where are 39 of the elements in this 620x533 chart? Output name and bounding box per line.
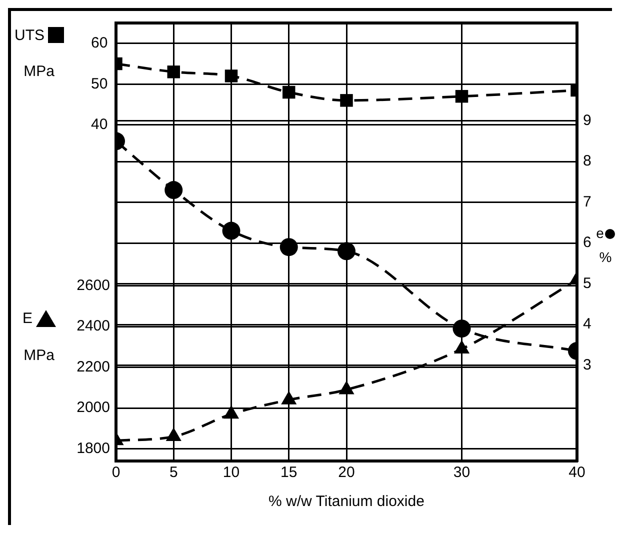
point — [280, 238, 298, 256]
legend-label: E — [22, 310, 32, 328]
point — [340, 94, 353, 107]
point — [224, 70, 238, 82]
y3-axis-title: MPa — [24, 347, 54, 364]
y-tick-label: 60 — [91, 34, 108, 52]
x-tick-label: 20 — [338, 464, 355, 482]
y3-tick-label: 2200 — [76, 358, 110, 376]
point — [338, 242, 356, 260]
y-tick-label: 40 — [91, 116, 108, 133]
y2-tick-label: 8 — [583, 152, 592, 170]
y3-tick-label: 1800 — [76, 440, 110, 457]
x-tick-label: 10 — [222, 464, 240, 482]
point — [282, 86, 296, 99]
point — [281, 390, 297, 404]
y3-tick-label: 2400 — [76, 318, 110, 335]
y-axis-title: MPa — [24, 63, 54, 80]
y2-axis-title: % — [599, 249, 612, 266]
y2-tick-label: 3 — [583, 356, 592, 374]
point — [164, 181, 183, 200]
x-tick-label: 30 — [453, 464, 470, 482]
x-tick-label: 15 — [280, 464, 298, 482]
y2-tick-label: 9 — [583, 112, 592, 129]
point — [223, 405, 240, 419]
point — [338, 380, 354, 394]
legend-label: UTS — [14, 26, 44, 44]
x-tick-label: 0 — [112, 464, 120, 482]
legend-label: e — [596, 225, 604, 242]
point — [222, 222, 240, 240]
x-tick-label: 5 — [169, 464, 178, 482]
x-axis-title: % w/w Titanium dioxide — [268, 493, 424, 510]
y3-tick-label: 2000 — [76, 399, 110, 416]
y2-tick-label: 5 — [583, 274, 592, 292]
y3-tick-label: 2600 — [76, 276, 110, 294]
y2-tick-label: 4 — [583, 316, 592, 333]
y2-tick-label: 7 — [583, 193, 592, 210]
y-tick-label: 50 — [91, 75, 108, 92]
y2-tick-label: 6 — [583, 234, 592, 252]
x-tick-label: 40 — [568, 464, 586, 482]
